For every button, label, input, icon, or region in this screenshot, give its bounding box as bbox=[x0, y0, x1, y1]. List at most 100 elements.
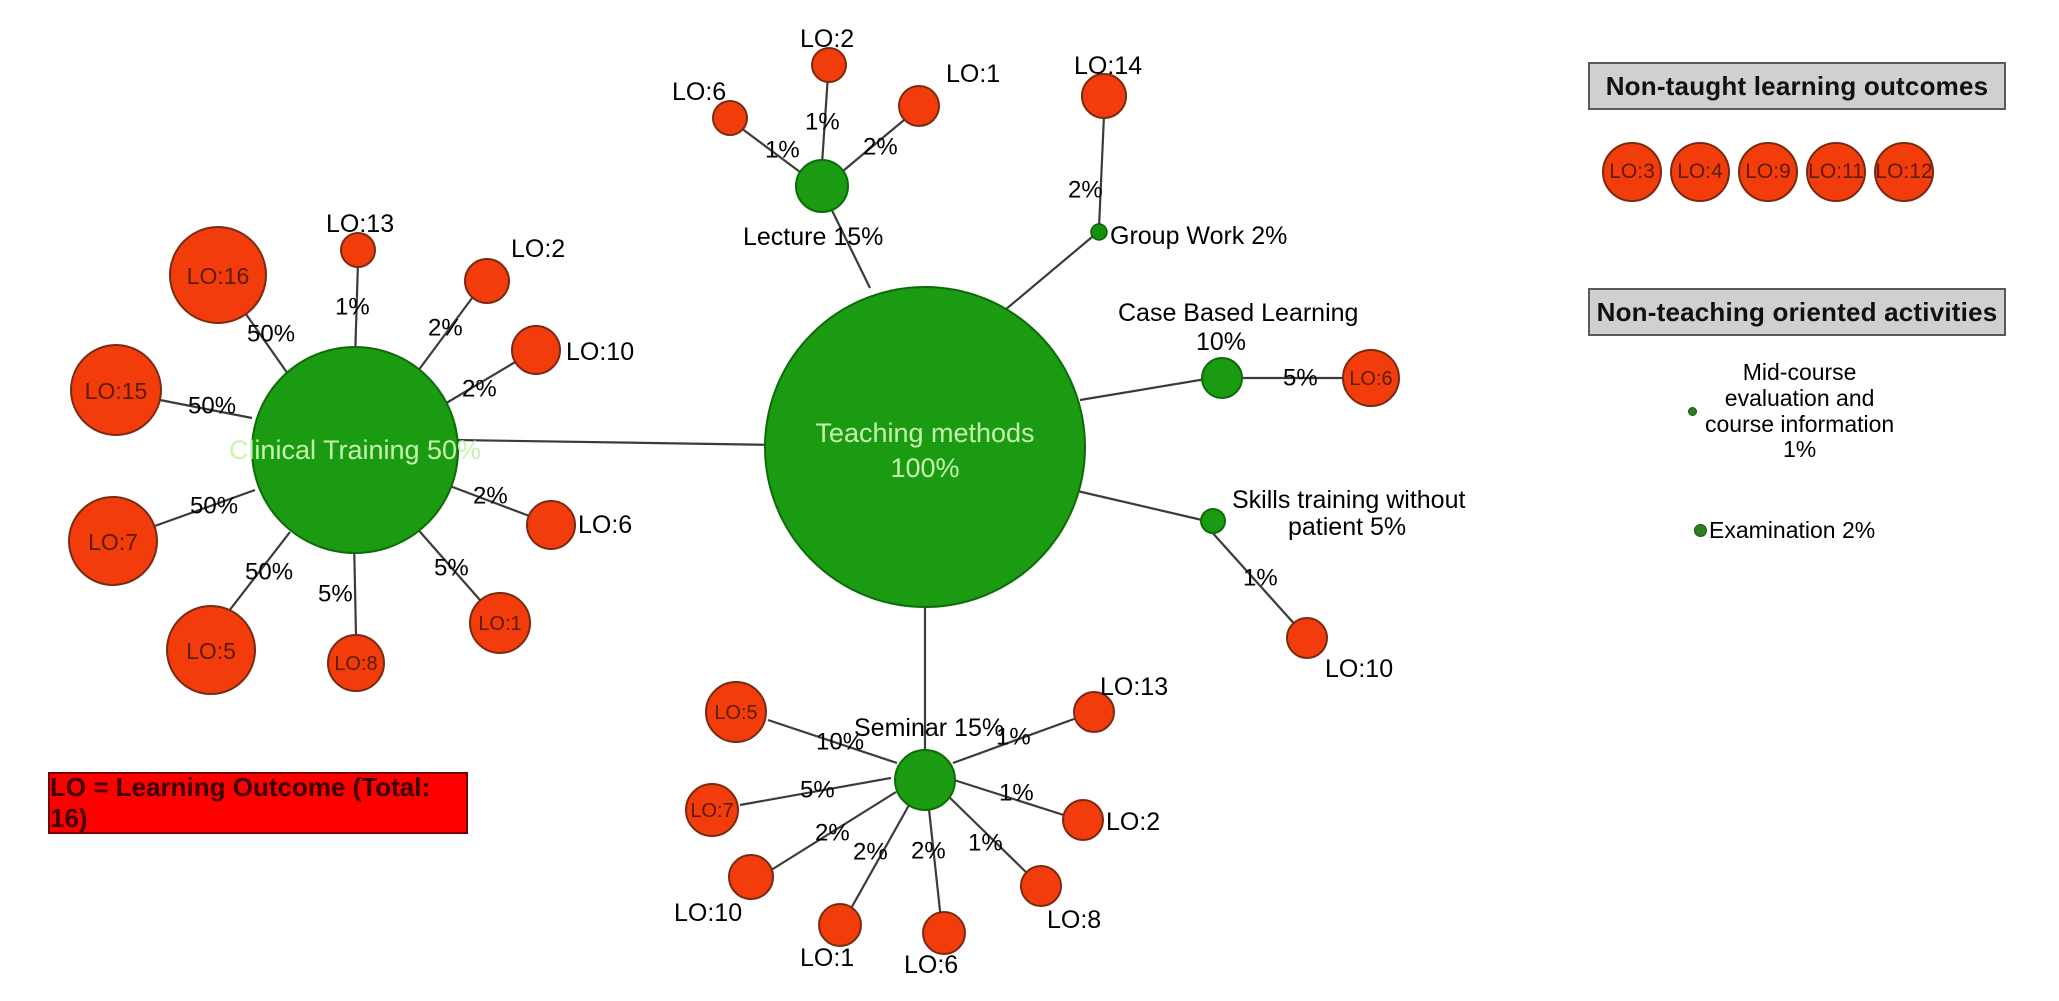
activity-examination-text: Examination 2% bbox=[1709, 517, 1876, 543]
node-lo5-seminar[interactable]: LO:5 bbox=[705, 681, 767, 743]
node-lo2-clinical[interactable] bbox=[464, 258, 510, 304]
lo15-label: LO:15 bbox=[85, 378, 148, 404]
edge-clinical-lo5 bbox=[221, 531, 291, 621]
activity-examination[interactable]: Examination 2% bbox=[1694, 517, 1876, 544]
node-lo6-lecture[interactable] bbox=[712, 100, 748, 136]
lo-chip-11[interactable]: LO:11 bbox=[1806, 142, 1866, 202]
non-taught-chip-row: LO:3 LO:4 LO:9 LO:11 LO:12 bbox=[1602, 142, 1934, 202]
edge-seminar-lo2 bbox=[953, 778, 1074, 820]
edge-seminar-lo7 bbox=[739, 776, 892, 807]
node-lo10-clinical[interactable] bbox=[511, 325, 561, 375]
edge-seminar-lo6 bbox=[926, 799, 943, 921]
lo-chip-3[interactable]: LO:3 bbox=[1602, 142, 1662, 202]
center-node-line2: 100% bbox=[890, 453, 959, 483]
edge-center-clinical bbox=[454, 438, 781, 447]
node-lo7[interactable]: LO:7 bbox=[68, 496, 158, 586]
edge-lecture-lo6 bbox=[732, 121, 801, 173]
seminar-lo2-weight: 1% bbox=[999, 780, 1034, 807]
edge-clinical-lo8 bbox=[352, 539, 358, 636]
edge-center-skills bbox=[1072, 488, 1203, 522]
edge-seminar-lo1 bbox=[848, 797, 914, 913]
seminar-lo8-weight: 1% bbox=[968, 830, 1003, 857]
node-lo13-clinical[interactable] bbox=[340, 232, 376, 268]
edge-clinical-lo1 bbox=[413, 524, 488, 609]
lo1-lecture-label: LO:1 bbox=[946, 60, 1000, 88]
lo7-seminar-label: LO:7 bbox=[690, 800, 733, 822]
lo-key-box: LO = Learning Outcome (Total: 16) bbox=[48, 772, 468, 834]
clinical-lo5-weight: 50% bbox=[245, 559, 293, 586]
seminar-lo7-weight: 5% bbox=[800, 777, 835, 804]
node-lo1-clinical[interactable]: LO:1 bbox=[469, 592, 531, 654]
edge-center-groupwork bbox=[1004, 231, 1099, 311]
cbl-hub-line2: 10% bbox=[1196, 328, 1246, 356]
clinical-lo13-weight: 1% bbox=[335, 294, 370, 321]
lo10-seminar-label: LO:10 bbox=[674, 899, 742, 927]
lo6-seminar-label: LO:6 bbox=[904, 951, 958, 979]
lo8-clinical-label: LO:8 bbox=[334, 653, 377, 675]
node-lo10-seminar[interactable] bbox=[728, 854, 774, 900]
node-lo6-cbl[interactable]: LO:6 bbox=[1342, 349, 1400, 407]
green-dot-icon bbox=[1694, 524, 1707, 538]
node-lo13-seminar[interactable] bbox=[1073, 691, 1115, 733]
lo1-seminar-label: LO:1 bbox=[800, 944, 854, 972]
lecture-lo6-weight: 1% bbox=[765, 137, 800, 164]
lo-chip-12[interactable]: LO:12 bbox=[1874, 142, 1934, 202]
clinical-hub-label: Clinical Training 50% bbox=[229, 435, 481, 465]
edge-lecture-lo2 bbox=[820, 74, 830, 165]
node-lo16[interactable]: LO:16 bbox=[169, 226, 267, 324]
edge-clinical-lo2 bbox=[414, 289, 479, 376]
lo10-skills-label: LO:10 bbox=[1325, 655, 1393, 683]
node-clinical-training[interactable]: Clinical Training 50% bbox=[229, 346, 481, 554]
seminar-lo13-weight: 1% bbox=[996, 724, 1031, 751]
node-seminar[interactable] bbox=[894, 749, 956, 811]
node-lo6-seminar[interactable] bbox=[922, 911, 966, 955]
node-teaching-methods[interactable]: Teaching methods 100% bbox=[764, 286, 1086, 608]
node-lo10-skills[interactable] bbox=[1286, 617, 1328, 659]
non-teaching-panel-header: Non-teaching oriented activities bbox=[1588, 288, 2006, 336]
node-lo8-clinical[interactable]: LO:8 bbox=[327, 634, 385, 692]
node-lo2-lecture[interactable] bbox=[811, 47, 847, 83]
lo2-clinical-label: LO:2 bbox=[511, 235, 565, 263]
lo-chip-4[interactable]: LO:4 bbox=[1670, 142, 1730, 202]
lo2-lecture-label: LO:2 bbox=[800, 25, 854, 53]
node-lo6-clinical[interactable] bbox=[526, 500, 576, 550]
node-lo5-clinical[interactable]: LO:5 bbox=[166, 605, 256, 695]
node-lecture[interactable] bbox=[795, 159, 849, 213]
node-lo1-lecture[interactable] bbox=[898, 85, 940, 127]
node-case-based-learning[interactable] bbox=[1201, 357, 1243, 399]
clinical-lo10-weight: 2% bbox=[462, 376, 497, 403]
lo6-lecture-label: LO:6 bbox=[672, 78, 726, 106]
edge-clinical-lo10 bbox=[442, 357, 523, 406]
edge-clinical-lo7 bbox=[151, 488, 256, 529]
lo16-label: LO:16 bbox=[187, 263, 250, 289]
groupwork-lo14-weight: 2% bbox=[1068, 177, 1103, 204]
clinical-lo16-weight: 50% bbox=[247, 321, 295, 348]
activity-midcourse-evaluation[interactable]: Mid-course evaluation and course informa… bbox=[1688, 359, 1948, 463]
node-lo15[interactable]: LO:15 bbox=[70, 344, 162, 436]
seminar-lo1-weight: 2% bbox=[853, 839, 888, 866]
lo13-seminar-label: LO:13 bbox=[1100, 673, 1168, 701]
edge-seminar-lo13 bbox=[952, 713, 1086, 765]
edge-groupwork-lo14 bbox=[1097, 114, 1106, 229]
node-group-work[interactable] bbox=[1090, 223, 1108, 241]
lo10-clinical-label: LO:10 bbox=[566, 338, 634, 366]
lo5-seminar-label: LO:5 bbox=[714, 702, 757, 724]
lo5-clinical-label: LO:5 bbox=[186, 638, 236, 664]
lo-chip-9[interactable]: LO:9 bbox=[1738, 142, 1798, 202]
seminar-lo5-weight: 10% bbox=[816, 729, 864, 756]
clinical-lo1-weight: 5% bbox=[434, 555, 469, 582]
node-skills-training[interactable] bbox=[1200, 508, 1226, 534]
node-lo8-seminar[interactable] bbox=[1020, 865, 1062, 907]
edge-clinical-lo13 bbox=[353, 261, 360, 361]
node-lo7-seminar[interactable]: LO:7 bbox=[685, 783, 739, 837]
seminar-lo6-weight: 2% bbox=[911, 838, 946, 865]
node-lo14[interactable] bbox=[1081, 73, 1127, 119]
lecture-lo1-weight: 2% bbox=[863, 134, 898, 161]
lo14-label: LO:14 bbox=[1074, 52, 1142, 80]
node-lo1-seminar[interactable] bbox=[818, 903, 862, 947]
edge-seminar-lo5 bbox=[767, 718, 898, 765]
node-lo2-seminar[interactable] bbox=[1062, 799, 1104, 841]
edge-clinical-lo15 bbox=[159, 398, 253, 420]
